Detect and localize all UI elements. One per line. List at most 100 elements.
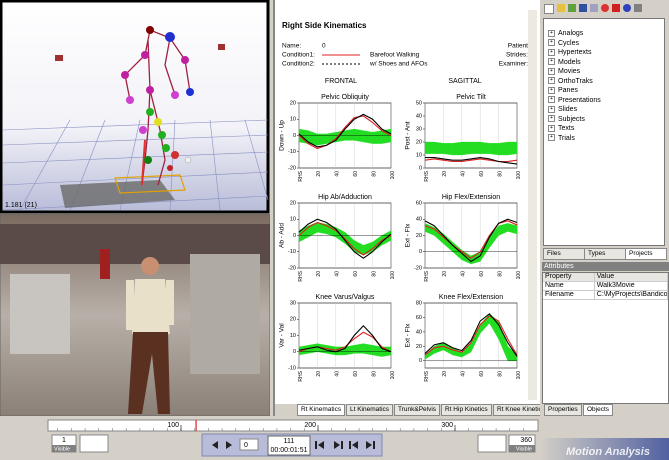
y-tick-label: 40 bbox=[416, 113, 422, 119]
chart-title: Knee Varus/Valgus bbox=[316, 294, 375, 301]
tree-label: Movies bbox=[558, 68, 580, 75]
normal-band bbox=[471, 142, 480, 154]
field[interactable] bbox=[478, 435, 506, 452]
x-tick-label: 60 bbox=[479, 271, 485, 277]
icon[interactable] bbox=[634, 4, 642, 12]
x-tick-label: 80 bbox=[371, 171, 377, 177]
y-tick-label: -10 bbox=[288, 149, 296, 155]
cell: Name bbox=[543, 282, 595, 290]
y-tick-label: 0 bbox=[419, 165, 422, 171]
ruler[interactable] bbox=[48, 420, 538, 431]
tree-label: OrthoTraks bbox=[558, 78, 593, 85]
spin-box[interactable] bbox=[240, 439, 258, 450]
x-tick-label: 40 bbox=[461, 371, 467, 377]
x-tick-label: 20 bbox=[442, 171, 448, 177]
column-header: SAGITTAL bbox=[448, 78, 481, 85]
toolbar bbox=[544, 4, 666, 18]
tree-item[interactable]: +Presentations bbox=[548, 96, 664, 106]
y-tick-label: -20 bbox=[414, 265, 422, 271]
label: Strides: bbox=[506, 52, 528, 59]
tree-item[interactable]: +Panes bbox=[548, 86, 664, 96]
y-tick-label: 10 bbox=[416, 152, 422, 158]
frame-label: 1.181 (21) bbox=[5, 202, 37, 209]
attribute-tab[interactable]: Objects bbox=[583, 404, 613, 416]
x-tick-label: 100 bbox=[390, 371, 396, 380]
tree-item[interactable]: +Analogs bbox=[548, 29, 664, 39]
icon[interactable] bbox=[590, 4, 598, 12]
step-forward-bar bbox=[341, 441, 343, 449]
icon[interactable] bbox=[623, 4, 631, 12]
y-tick-label: 20 bbox=[416, 233, 422, 239]
icon[interactable] bbox=[544, 4, 554, 14]
icon[interactable] bbox=[579, 4, 587, 12]
x-tick-label: 20 bbox=[316, 271, 322, 277]
expander: + bbox=[548, 58, 555, 65]
tree-item[interactable]: +OrthoTraks bbox=[548, 77, 664, 87]
tree-item[interactable]: +Trials bbox=[548, 134, 664, 144]
scrollbar[interactable] bbox=[528, 10, 537, 400]
first-bar bbox=[349, 441, 351, 449]
expander: + bbox=[548, 125, 555, 132]
x-tick-label: 100 bbox=[390, 171, 396, 180]
y-tick-label: 30 bbox=[290, 300, 296, 306]
tree-item[interactable]: +Models bbox=[548, 58, 664, 68]
y-tick-label: -20 bbox=[288, 165, 296, 171]
normal-band bbox=[373, 131, 382, 144]
field[interactable] bbox=[80, 435, 108, 452]
time-code: 00:00:01:51 bbox=[271, 447, 308, 454]
y-tick-label: -10 bbox=[288, 365, 296, 371]
y-tick-label: 20 bbox=[290, 100, 296, 106]
tree-tab[interactable]: Files bbox=[543, 248, 585, 260]
report-tab[interactable]: Lt Kinematics bbox=[346, 404, 393, 416]
tree-label: Presentations bbox=[558, 97, 601, 104]
x-tick-label: RHS bbox=[424, 370, 430, 381]
y-tick-label: 0 bbox=[419, 358, 422, 364]
step-back-bar bbox=[315, 441, 317, 449]
cell: Filename bbox=[543, 291, 595, 299]
x-tick-label: RHS bbox=[298, 170, 304, 181]
icon[interactable] bbox=[612, 4, 620, 12]
cell: Property bbox=[543, 273, 595, 281]
x-tick-label: 40 bbox=[461, 271, 467, 277]
report-tab[interactable]: Rt Kinematics bbox=[297, 404, 345, 416]
tree-label: Models bbox=[558, 59, 581, 66]
tree-view: +Analogs+Cycles+Hypertexts+Models+Movies… bbox=[543, 18, 665, 246]
x-tick-label: 40 bbox=[335, 171, 341, 177]
timeline: 1 Visible 360 Visible 0 111 00:00:01:51 … bbox=[0, 416, 669, 460]
y-axis-label: Post - Ant bbox=[405, 121, 412, 149]
tree-tab[interactable]: Types bbox=[584, 248, 626, 260]
report-tab[interactable]: Rt Hip Kinetics bbox=[441, 404, 492, 416]
x-tick-label: 60 bbox=[353, 271, 359, 277]
report-tab[interactable]: Trunk&Pelvis bbox=[394, 404, 440, 416]
icon[interactable] bbox=[601, 4, 609, 12]
y-axis-label: Ext - Flx bbox=[405, 223, 412, 248]
attribute-tab[interactable]: Properties bbox=[544, 404, 582, 416]
attribute-row: FilenameC:\MyProjects\Bandicoo bbox=[543, 291, 668, 300]
tree-item[interactable]: +Subjects bbox=[548, 115, 664, 125]
column-header: FRONTAL bbox=[325, 78, 357, 85]
label: Patient bbox=[508, 43, 528, 50]
x-tick-label: RHS bbox=[298, 370, 304, 381]
y-axis-label: Ext - Flx bbox=[405, 323, 412, 348]
y-tick-label: -20 bbox=[288, 265, 296, 271]
cell: Walk3Movie bbox=[595, 282, 668, 290]
normal-band bbox=[363, 344, 372, 355]
tree-item[interactable]: +Slides bbox=[548, 105, 664, 115]
normal-band bbox=[508, 142, 517, 155]
icon[interactable] bbox=[568, 4, 576, 12]
tree-label: Analogs bbox=[558, 30, 583, 37]
tree-item[interactable]: +Texts bbox=[548, 124, 664, 134]
tree-item[interactable]: +Hypertexts bbox=[548, 48, 664, 58]
attribute-header: PropertyValue bbox=[543, 273, 668, 282]
report: Right Side Kinematics Name: 0 Patient Co… bbox=[275, 0, 537, 404]
label: Condition1: bbox=[282, 52, 315, 59]
tree-item[interactable]: +Cycles bbox=[548, 39, 664, 49]
tree-tab[interactable]: Projects bbox=[625, 248, 667, 260]
tree-item[interactable]: +Movies bbox=[548, 67, 664, 77]
icon[interactable] bbox=[557, 4, 565, 12]
cell: C:\MyProjects\Bandicoo bbox=[595, 291, 668, 299]
expander: + bbox=[548, 106, 555, 113]
y-tick-label: 10 bbox=[290, 333, 296, 339]
y-axis-label: Down - Up bbox=[279, 120, 286, 151]
normal-band bbox=[453, 142, 462, 155]
